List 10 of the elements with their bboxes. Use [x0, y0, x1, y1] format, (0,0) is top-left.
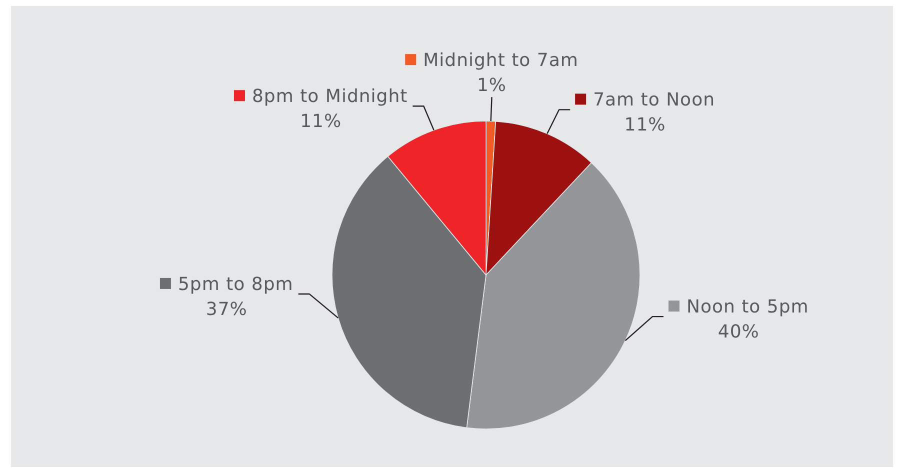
legend-label: Midnight to 7am [423, 50, 578, 72]
legend-label: Noon to 5pm [686, 296, 809, 318]
data-label: 1% [477, 75, 507, 96]
data-label: 11% [300, 111, 342, 132]
legend-label: 5pm to 8pm [178, 274, 294, 295]
legend-label: 7am to Noon [593, 90, 716, 111]
data-label: 37% [206, 298, 248, 320]
data-label: 40% [718, 322, 760, 343]
data-label: 11% [624, 114, 666, 136]
legend-label: 8pm to Midnight [252, 86, 408, 108]
